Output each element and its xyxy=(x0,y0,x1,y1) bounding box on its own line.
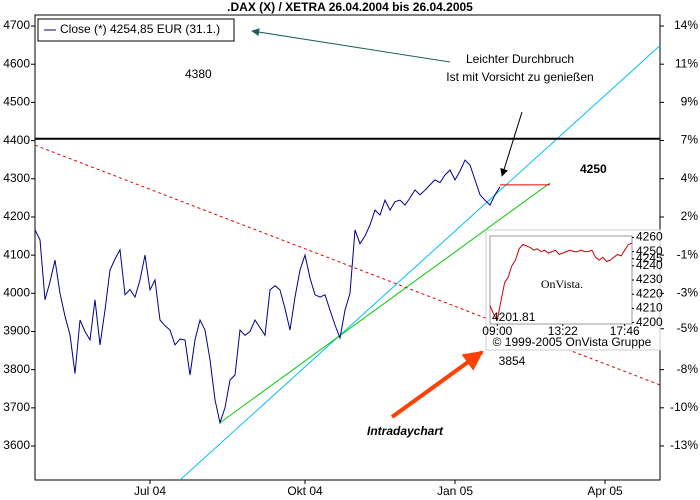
y-tick-label: 4400 xyxy=(3,133,30,147)
y2-tick-label: 11% xyxy=(675,56,698,70)
inset-chart: OnVista. 42004210422042304240424542504260… xyxy=(482,230,663,350)
annotation: 3854 xyxy=(499,354,526,368)
y2-tick-label: -1% xyxy=(677,247,699,261)
x-tick-label: 17:46 xyxy=(610,324,640,338)
y2-tick-label: -10% xyxy=(670,400,698,414)
main-chart: 3600 3700 3800 3900 4000 4100 4200 4300 4400 4500… xyxy=(3,18,698,498)
trend-line xyxy=(219,182,551,424)
y-tick-label: 4260 xyxy=(636,230,663,244)
y-tick-label: 4245 xyxy=(636,251,663,265)
annotation: Leichter Durchbruch xyxy=(466,52,574,66)
y-tick-label: 3900 xyxy=(3,324,30,338)
y2-tick-label: 14% xyxy=(674,18,698,32)
trend-line xyxy=(179,45,661,481)
y-tick-label: 4210 xyxy=(636,301,663,315)
y-tick-label: 4700 xyxy=(3,18,30,32)
x-tick-label: 09:00 xyxy=(482,324,512,338)
annotation: Ist mit Vorsicht zu genießen xyxy=(446,70,593,84)
y2-tick-label: -8% xyxy=(677,362,699,376)
y-tick-label: 4300 xyxy=(3,171,30,185)
legend-label: Close (*) 4254,85 EUR (31.1.) xyxy=(60,22,220,36)
inset-frame xyxy=(485,229,661,351)
y-tick-label: 4230 xyxy=(636,272,663,286)
y-tick-label: 4500 xyxy=(3,95,30,109)
x-tick-label: 13:22 xyxy=(548,324,578,338)
y-tick-label: 4250 xyxy=(636,244,663,258)
y2-tick-label: 2% xyxy=(681,209,699,223)
y-tick-label: 4100 xyxy=(3,247,30,261)
y-tick-label: 3600 xyxy=(3,438,30,452)
y-tick-label: 4200 xyxy=(3,209,30,223)
annotation: 4250 xyxy=(580,162,607,176)
y-tick-label: 4220 xyxy=(636,286,663,300)
x-tick-label: Okt 04 xyxy=(287,484,323,498)
annotation: 4380 xyxy=(185,67,212,81)
x-tick-label: Apr 05 xyxy=(587,484,623,498)
y-tick-label: 3700 xyxy=(3,400,30,414)
y2-tick-label: -3% xyxy=(677,285,699,299)
y-tick-label: 3800 xyxy=(3,362,30,376)
y2-tick-label: -5% xyxy=(677,321,699,335)
annotation: 4201.81 xyxy=(492,310,536,324)
arrow xyxy=(251,28,451,63)
y2-tick-label: 7% xyxy=(681,133,699,147)
y-tick-label: 4240 xyxy=(636,258,663,272)
legend-box xyxy=(37,18,235,42)
y2-tick-label: 9% xyxy=(681,95,699,109)
arrow xyxy=(500,111,523,177)
series-line xyxy=(34,159,501,425)
y-tick-label: 4200 xyxy=(636,315,663,329)
y2-tick-label: -13% xyxy=(670,438,698,452)
y2-tick-label: 4% xyxy=(681,171,699,185)
series-line xyxy=(489,242,633,322)
watermark: OnVista. xyxy=(541,277,583,291)
arrow xyxy=(390,350,484,419)
annotation: © 1999-2005 OnVista Gruppe xyxy=(493,335,652,349)
chart-title: .DAX (X) / XETRA 26.04.2004 bis 26.04.20… xyxy=(227,0,473,14)
y-tick-label: 4600 xyxy=(3,56,30,70)
annotation: Intradaychart xyxy=(367,424,444,438)
x-tick-label: Jan 05 xyxy=(437,484,473,498)
x-tick-label: Jul 04 xyxy=(134,484,166,498)
y-tick-label: 4000 xyxy=(3,285,30,299)
